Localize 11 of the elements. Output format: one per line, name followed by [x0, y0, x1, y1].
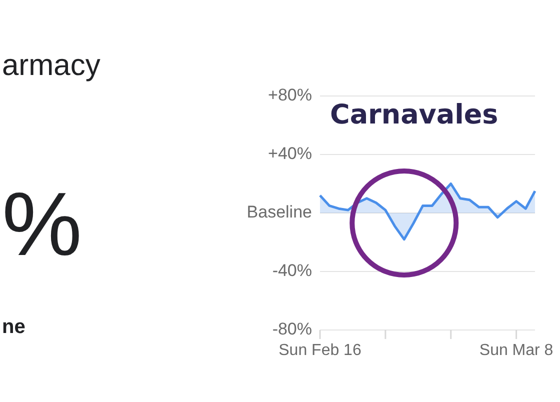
y-tick-label: +80% — [268, 85, 312, 104]
text: ne — [2, 316, 26, 338]
y-tick-label: -40% — [272, 260, 312, 280]
x-tick-label: Sun Feb 16 — [278, 342, 362, 359]
annotation: Carnavales — [330, 99, 498, 130]
text: armacy — [2, 49, 100, 82]
y-tick-label: +40% — [268, 144, 312, 163]
x-tick-label: Sun Mar 8 — [479, 342, 554, 359]
text: % — [2, 175, 82, 275]
y-tick-label: Baseline — [246, 202, 312, 222]
y-tick-label: -80% — [272, 319, 312, 338]
